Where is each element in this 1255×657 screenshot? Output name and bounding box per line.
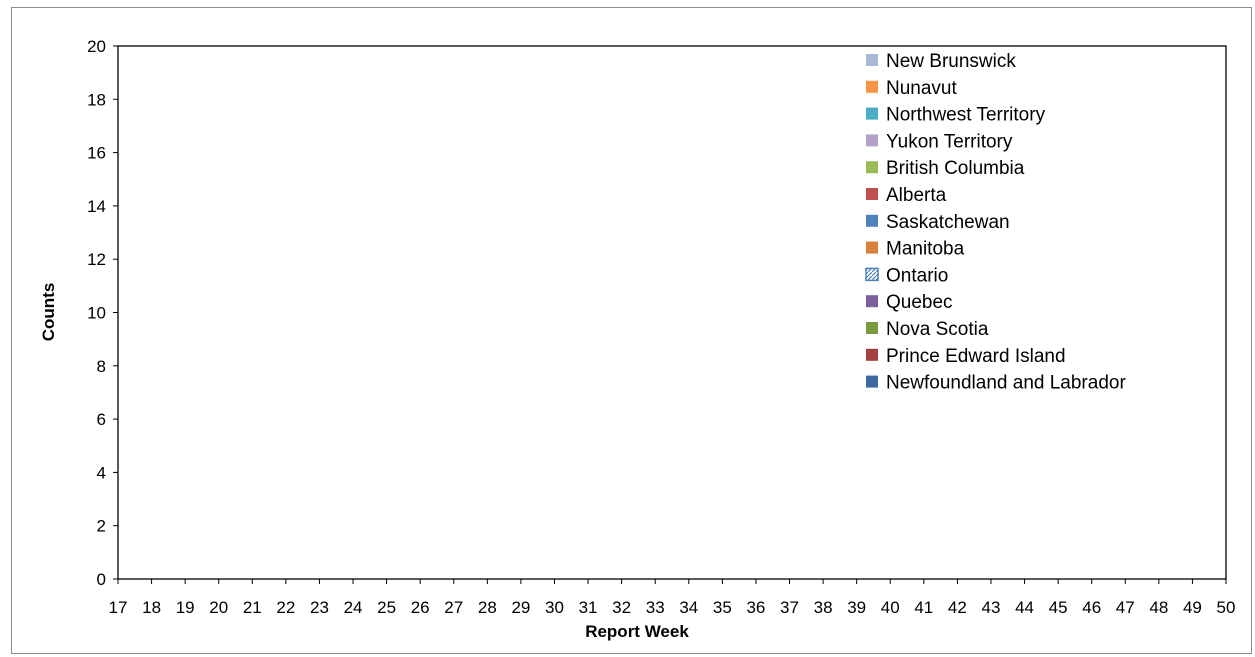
x-tick-label: 48 <box>1149 598 1168 617</box>
legend-swatch <box>866 107 878 120</box>
legend-swatch <box>866 161 878 174</box>
legend-swatch <box>866 134 878 147</box>
x-tick-label: 35 <box>713 598 732 617</box>
legend-label: Prince Edward Island <box>886 346 1066 367</box>
x-tick-label: 45 <box>1049 598 1068 617</box>
legend-label: Ontario <box>886 265 948 286</box>
legend-swatch <box>866 322 878 334</box>
y-tick-label: 0 <box>97 570 106 589</box>
legend-label: Quebec <box>886 292 953 313</box>
x-tick-label: 27 <box>444 598 463 617</box>
x-tick-label: 36 <box>746 598 765 617</box>
x-tick-label: 49 <box>1183 598 1202 617</box>
x-tick-label: 23 <box>310 598 329 617</box>
x-tick-label: 20 <box>209 598 228 617</box>
legend-label: New Brunswick <box>886 51 1016 72</box>
legend-swatch <box>866 241 878 254</box>
y-tick-label: 2 <box>97 517 106 536</box>
x-tick-label: 42 <box>948 598 967 617</box>
x-axis-title: Report Week <box>585 622 689 641</box>
x-tick-label: 29 <box>511 598 530 617</box>
legend-swatch <box>866 295 878 308</box>
x-tick-label: 28 <box>478 598 497 617</box>
x-tick-label: 37 <box>780 598 799 617</box>
y-tick-label: 10 <box>87 304 106 323</box>
x-tick-label: 39 <box>847 598 866 617</box>
x-tick-label: 38 <box>814 598 833 617</box>
legend-swatch <box>866 214 878 227</box>
y-tick-label: 18 <box>87 90 106 109</box>
x-tick-label: 50 <box>1217 598 1236 617</box>
legend-label: Yukon Territory <box>886 131 1013 152</box>
x-tick-label: 18 <box>142 598 161 617</box>
y-axis: 0 2 4 6 8 10 12 14 16 18 20 <box>87 37 118 589</box>
legend: New Brunswick Nunavut Northwest Territory Y… <box>865 51 1126 394</box>
y-tick-label: 16 <box>87 144 106 163</box>
y-tick-label: 12 <box>87 250 106 269</box>
x-tick-label: 41 <box>914 598 933 617</box>
x-tick-label: 22 <box>276 598 295 617</box>
legend-label: Alberta <box>886 185 947 206</box>
x-tick-label: 24 <box>344 598 363 617</box>
x-tick-label: 34 <box>679 598 698 617</box>
legend-swatch <box>866 375 878 388</box>
x-tick-label: 26 <box>411 598 430 617</box>
legend-label: Manitoba <box>886 239 965 260</box>
x-tick-label: 47 <box>1116 598 1135 617</box>
x-tick-label: 33 <box>646 598 665 617</box>
legend-swatch <box>865 267 879 282</box>
legend-label: Nova Scotia <box>886 319 989 340</box>
x-tick-label: 30 <box>545 598 564 617</box>
x-tick-label: 40 <box>881 598 900 617</box>
legend-label: Newfoundland and Labrador <box>886 373 1126 394</box>
x-tick-label: 46 <box>1082 598 1101 617</box>
y-tick-label: 20 <box>87 37 106 56</box>
legend-label: Northwest Territory <box>886 105 1046 126</box>
x-tick-label: 32 <box>612 598 631 617</box>
y-tick-label: 6 <box>97 410 106 429</box>
x-tick-label: 17 <box>109 598 128 617</box>
x-tick-label: 19 <box>176 598 195 617</box>
x-tick-label: 43 <box>982 598 1001 617</box>
plot-area <box>117 45 1227 580</box>
legend-swatch <box>866 80 878 93</box>
x-axis: 17 18 19 20 21 22 23 24 25 26 27 28 29 30 31 32 33 34 35 36… <box>109 579 1236 617</box>
y-axis-title: Counts <box>39 283 58 342</box>
x-tick-label: 31 <box>579 598 598 617</box>
legend-label: Saskatchewan <box>886 212 1010 233</box>
legend-swatch <box>866 54 878 66</box>
legend-label: Nunavut <box>886 78 957 99</box>
legend-swatch <box>866 188 878 200</box>
y-tick-label: 4 <box>97 463 106 482</box>
x-tick-label: 25 <box>377 598 396 617</box>
x-tick-label: 21 <box>243 598 262 617</box>
legend-label: British Columbia <box>886 158 1025 179</box>
x-tick-label: 44 <box>1015 598 1034 617</box>
y-tick-label: 8 <box>97 357 106 376</box>
legend-swatch <box>866 348 878 361</box>
y-tick-label: 14 <box>87 197 106 216</box>
